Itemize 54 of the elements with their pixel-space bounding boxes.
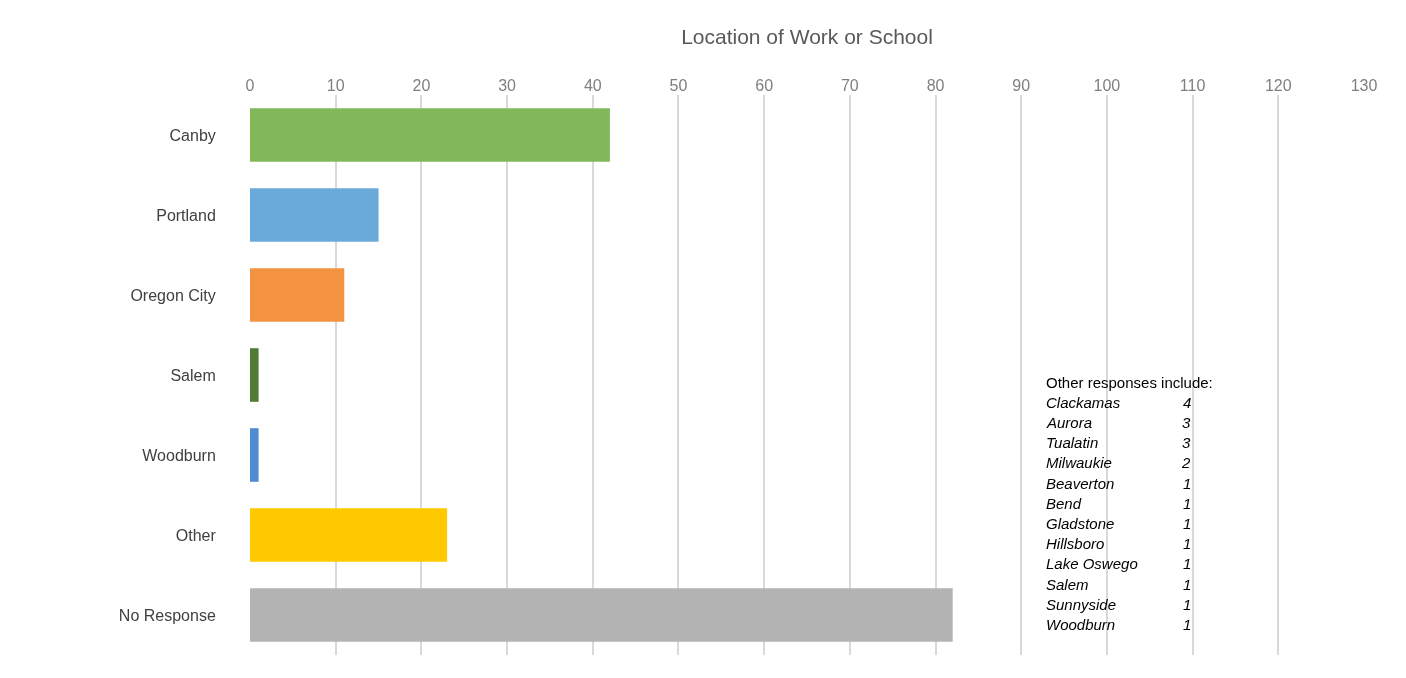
- annotation: 3: [1182, 414, 1191, 431]
- y-tick-label: Other: [175, 526, 217, 544]
- annotation: 3: [1182, 434, 1191, 451]
- x-tick-label: 70: [840, 76, 859, 94]
- annotation: Aurora: [1046, 414, 1093, 431]
- annotation: Tualatin: [1046, 434, 1099, 451]
- bar: [250, 348, 259, 402]
- y-tick-label: Canby: [169, 126, 216, 144]
- annotation: 1: [1183, 495, 1192, 512]
- annotation: 4: [1183, 394, 1192, 411]
- y-tick-label: Oregon City: [130, 286, 216, 304]
- annotation: 1: [1183, 596, 1192, 613]
- x-tick-label: 90: [1012, 76, 1031, 94]
- y-tick-label: Woodburn: [142, 446, 216, 464]
- annotation: Beaverton: [1046, 475, 1115, 492]
- chart-title: Location of Work or School: [681, 25, 933, 49]
- bar: [250, 588, 953, 642]
- annotation: Clackamas: [1046, 394, 1121, 411]
- annotation: 1: [1183, 555, 1192, 572]
- annotation: Hillsboro: [1046, 535, 1105, 552]
- y-tick-label: Salem: [170, 366, 216, 384]
- annotation: Sunnyside: [1046, 596, 1117, 613]
- annotation: 1: [1183, 576, 1192, 593]
- annotation: 1: [1183, 475, 1192, 492]
- x-tick-label: 10: [326, 76, 345, 94]
- x-tick-label: 110: [1179, 76, 1206, 94]
- x-tick-label: 120: [1264, 76, 1292, 94]
- annotation: Salem: [1046, 576, 1089, 593]
- bar: [250, 508, 448, 562]
- x-tick-label: 80: [926, 76, 945, 94]
- annotation: Lake Oswego: [1046, 555, 1138, 572]
- annotation: Milwaukie: [1046, 454, 1112, 471]
- y-tick-label: Portland: [156, 206, 216, 224]
- x-tick-label: 30: [498, 76, 517, 94]
- x-tick-label: 100: [1093, 76, 1121, 94]
- x-tick-label: 0: [245, 76, 255, 94]
- x-tick-label: 40: [583, 76, 602, 94]
- annotation: Bend: [1046, 495, 1082, 512]
- annotation: Woodburn: [1046, 616, 1116, 633]
- bar: [250, 268, 345, 322]
- y-tick-label: No Response: [118, 606, 216, 624]
- annotation: 2: [1181, 454, 1191, 471]
- annotation: Gladstone: [1046, 515, 1115, 532]
- bar: [250, 428, 259, 482]
- bar: [250, 188, 379, 242]
- annotation: 1: [1183, 535, 1192, 552]
- annotation: 1: [1183, 616, 1192, 633]
- annotation: 1: [1183, 515, 1192, 532]
- annotation: Other responses include:: [1046, 374, 1213, 391]
- x-tick-label: 50: [669, 76, 688, 94]
- x-tick-label: 60: [755, 76, 774, 94]
- x-tick-label: 130: [1350, 76, 1378, 94]
- bar: [250, 108, 610, 162]
- x-tick-label: 20: [412, 76, 431, 94]
